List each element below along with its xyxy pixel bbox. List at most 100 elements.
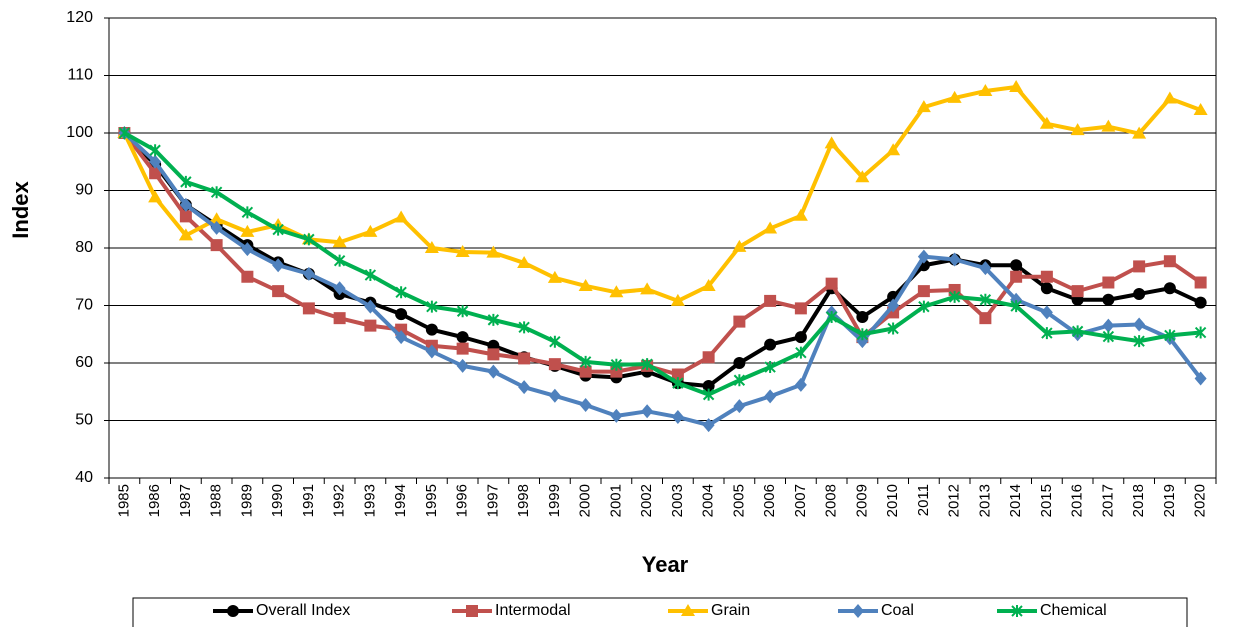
- legend-marker: [1011, 605, 1023, 617]
- point: [517, 255, 532, 268]
- point: [641, 358, 653, 371]
- x-tick-label: 2000: [577, 484, 594, 517]
- point: [209, 212, 224, 225]
- x-tick-label: 2017: [1099, 484, 1116, 517]
- point: [948, 252, 961, 267]
- legend-item: Grain: [668, 602, 750, 619]
- point: [148, 190, 163, 203]
- point: [394, 210, 409, 223]
- point: [795, 346, 807, 359]
- x-tick-label: 1995: [423, 484, 440, 517]
- point: [610, 358, 623, 371]
- point: [149, 154, 162, 169]
- point: [1194, 326, 1207, 339]
- legend-marker: [466, 605, 478, 617]
- point: [333, 281, 346, 296]
- point: [456, 358, 469, 373]
- legend-item: Overall Index: [213, 602, 350, 619]
- point: [302, 266, 315, 281]
- legend-marker: [227, 605, 239, 617]
- point: [733, 357, 746, 369]
- point: [1163, 282, 1176, 295]
- point: [1132, 126, 1147, 139]
- legend-marker: [681, 604, 695, 616]
- point: [1102, 293, 1115, 306]
- point: [732, 239, 747, 252]
- y-tick-label: 120: [66, 9, 93, 26]
- x-tick-label: 1992: [331, 484, 348, 517]
- legend-label: Intermodal: [495, 602, 571, 619]
- legend-label: Chemical: [1040, 602, 1107, 619]
- point: [333, 312, 346, 325]
- point: [764, 294, 777, 307]
- point: [1102, 318, 1115, 333]
- point: [1102, 330, 1115, 343]
- point: [793, 208, 808, 221]
- point: [241, 242, 254, 257]
- y-tick-label: 110: [67, 67, 93, 84]
- point: [118, 127, 131, 139]
- point: [671, 410, 684, 425]
- point: [764, 389, 777, 404]
- point: [794, 331, 807, 344]
- x-tick-label: 1991: [300, 484, 317, 517]
- point: [702, 351, 715, 364]
- point: [579, 365, 592, 378]
- point: [1041, 327, 1053, 340]
- point: [1162, 91, 1177, 104]
- point: [794, 302, 807, 315]
- point: [917, 285, 930, 298]
- point: [179, 197, 192, 212]
- point: [487, 313, 500, 326]
- point: [1009, 80, 1024, 92]
- point: [363, 224, 378, 237]
- point: [979, 261, 992, 276]
- point: [179, 210, 192, 223]
- y-axis-title: Index: [8, 181, 33, 239]
- point: [455, 245, 470, 258]
- x-tick-label: 2019: [1161, 484, 1178, 517]
- point: [395, 330, 408, 345]
- point: [456, 305, 469, 318]
- x-tick-label: 2002: [638, 484, 655, 517]
- x-tick-label: 2015: [1038, 484, 1055, 517]
- point: [240, 224, 255, 237]
- legend-label: Overall Index: [256, 602, 350, 619]
- y-tick-label: 60: [75, 354, 93, 371]
- point: [486, 245, 501, 258]
- point: [794, 377, 807, 392]
- x-tick-label: 1989: [238, 484, 255, 517]
- point: [425, 323, 438, 336]
- x-tick-label: 1985: [115, 484, 132, 517]
- point: [364, 269, 377, 282]
- y-tick-label: 50: [75, 412, 93, 429]
- x-tick-label: 2004: [700, 484, 717, 517]
- legend-item: Intermodal: [452, 602, 571, 619]
- point: [733, 315, 746, 328]
- x-tick-label: 2014: [1007, 484, 1024, 517]
- point: [518, 352, 531, 365]
- x-tick-label: 2018: [1130, 484, 1147, 517]
- x-tick-label: 1997: [484, 484, 501, 517]
- legend-label: Grain: [711, 602, 750, 619]
- point: [1010, 300, 1022, 313]
- x-tick-label: 2003: [669, 484, 686, 517]
- point: [549, 335, 561, 348]
- point: [578, 278, 593, 291]
- point: [886, 143, 901, 156]
- point: [1039, 116, 1054, 129]
- point: [916, 100, 931, 113]
- x-tick-label: 2008: [823, 484, 840, 517]
- point: [978, 84, 993, 97]
- x-axis-title: Year: [642, 552, 689, 577]
- y-tick-label: 80: [75, 239, 93, 256]
- point: [178, 228, 193, 241]
- point: [1071, 325, 1084, 338]
- x-tick-label: 1988: [208, 484, 225, 517]
- x-tick-label: 2005: [730, 484, 747, 517]
- point: [395, 286, 407, 299]
- point: [855, 170, 870, 183]
- point: [1133, 317, 1146, 332]
- point: [733, 374, 746, 387]
